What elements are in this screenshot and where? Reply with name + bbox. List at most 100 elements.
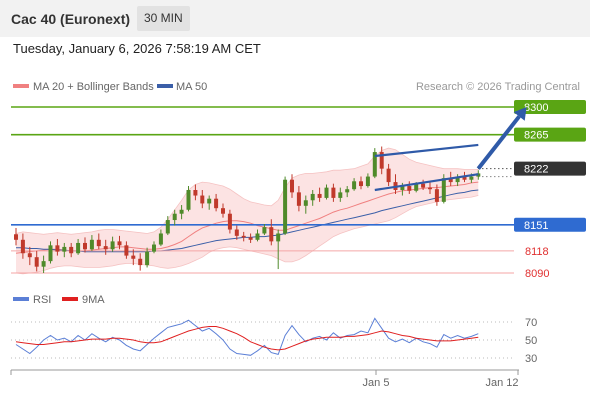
chart-datetime: Tuesday, January 6, 2026 7:58:19 AM CET	[13, 41, 261, 56]
candle-body	[421, 183, 426, 188]
candle-body	[324, 187, 329, 198]
candle-body	[317, 193, 322, 198]
level-label-8090: 8090	[525, 268, 549, 280]
candle-body	[152, 244, 156, 252]
candle-body	[117, 241, 122, 246]
candle-body	[172, 213, 177, 221]
candle-body	[179, 209, 184, 214]
candle-body	[69, 246, 74, 254]
channel-lower-line	[374, 173, 479, 192]
candle-body	[428, 187, 432, 190]
candle-body	[131, 255, 136, 259]
candle-body	[145, 251, 150, 266]
level-tag-8265	[514, 127, 586, 142]
candle-body	[359, 181, 363, 187]
candle-body	[345, 189, 350, 193]
candle-body	[331, 187, 336, 198]
candle-body	[124, 245, 129, 256]
candle-body	[165, 220, 170, 234]
rsi-9ma-line	[15, 326, 479, 351]
candle-body	[138, 258, 143, 266]
level-label-8118: 8118	[525, 246, 549, 258]
legend-swatch-ma50	[157, 84, 173, 88]
candle-body	[103, 246, 108, 250]
x-tick-label: Jan 12	[485, 377, 518, 389]
legend-swatch-rsi	[13, 297, 29, 301]
candle-body	[20, 239, 25, 254]
candle-body	[462, 176, 467, 180]
level-tag-8300	[514, 100, 586, 114]
candle-body	[83, 242, 87, 250]
candle-body	[89, 239, 94, 250]
legend-swatch-ma20	[13, 84, 29, 88]
candle-body	[27, 253, 32, 258]
ma20-line	[15, 181, 479, 254]
candle-body	[407, 186, 412, 191]
candle-body	[386, 168, 391, 183]
candle-body	[372, 152, 377, 177]
candle-body	[338, 192, 343, 198]
candle-body	[158, 233, 163, 245]
candle-body	[248, 237, 253, 240]
ma50-line	[16, 189, 479, 253]
rsi-tick-label-70: 70	[525, 317, 537, 329]
candle-body	[441, 178, 446, 202]
candle-body	[234, 229, 239, 236]
x-tick-label: Jan 5	[363, 377, 390, 389]
candle-body	[48, 245, 53, 262]
candle-body	[455, 176, 460, 183]
candle-body	[365, 176, 370, 187]
legend-label-ma20: MA 20 + Bollinger Bands	[33, 81, 154, 93]
candle-body	[262, 227, 267, 234]
candle-body	[221, 208, 225, 214]
rsi-tick-label-30: 30	[525, 353, 537, 365]
level-tag-8151	[514, 217, 586, 232]
channel-upper-line	[374, 143, 479, 158]
candle-body	[214, 198, 219, 209]
rsi-tick-label-50: 50	[525, 335, 537, 347]
candle-body	[62, 246, 67, 252]
candle-body	[14, 234, 18, 240]
level-label-8151: 8151	[524, 220, 548, 232]
candle-body	[290, 179, 294, 193]
candle-body	[41, 261, 46, 267]
candle-body	[448, 178, 453, 183]
candle-body	[76, 242, 81, 254]
candle-body	[186, 190, 191, 210]
candle-body	[400, 186, 405, 190]
rsi-line	[15, 317, 479, 356]
candle-body	[200, 195, 205, 204]
target-arrow-head	[513, 107, 527, 121]
interval-badge[interactable]: 30 MIN	[137, 6, 190, 31]
candle-body	[207, 198, 212, 204]
candle-body	[283, 179, 288, 234]
candle-body	[469, 176, 474, 180]
candle-body	[110, 241, 115, 250]
legend-swatch-9ma	[62, 297, 78, 301]
candle-body	[227, 213, 232, 230]
legend-label-9ma: 9MA	[82, 294, 105, 306]
chart-header: Cac 40 (Euronext) 30 MIN	[0, 0, 590, 37]
level-label-8265: 8265	[524, 130, 548, 142]
level-tag-8222	[514, 161, 586, 176]
candle-body	[296, 192, 301, 206]
candle-body	[55, 245, 60, 252]
candle-body	[269, 227, 274, 242]
bollinger-lower-line	[15, 195, 479, 275]
bollinger-band-area	[16, 148, 479, 274]
candle-body	[379, 152, 384, 169]
candle-body	[414, 183, 419, 191]
target-arrow-shaft	[476, 115, 521, 170]
candle-body	[310, 193, 315, 201]
candle-body	[276, 233, 281, 242]
candle-body	[303, 200, 308, 206]
source-credit: Research © 2026 Trading Central	[416, 81, 580, 93]
level-label-8222: 8222	[524, 164, 548, 176]
candle-body	[96, 239, 101, 247]
candle-body	[352, 181, 357, 190]
candle-body	[241, 235, 246, 238]
instrument-title: Cac 40 (Euronext)	[11, 11, 131, 27]
candle-body	[434, 189, 439, 202]
legend-label-ma50: MA 50	[176, 81, 207, 93]
